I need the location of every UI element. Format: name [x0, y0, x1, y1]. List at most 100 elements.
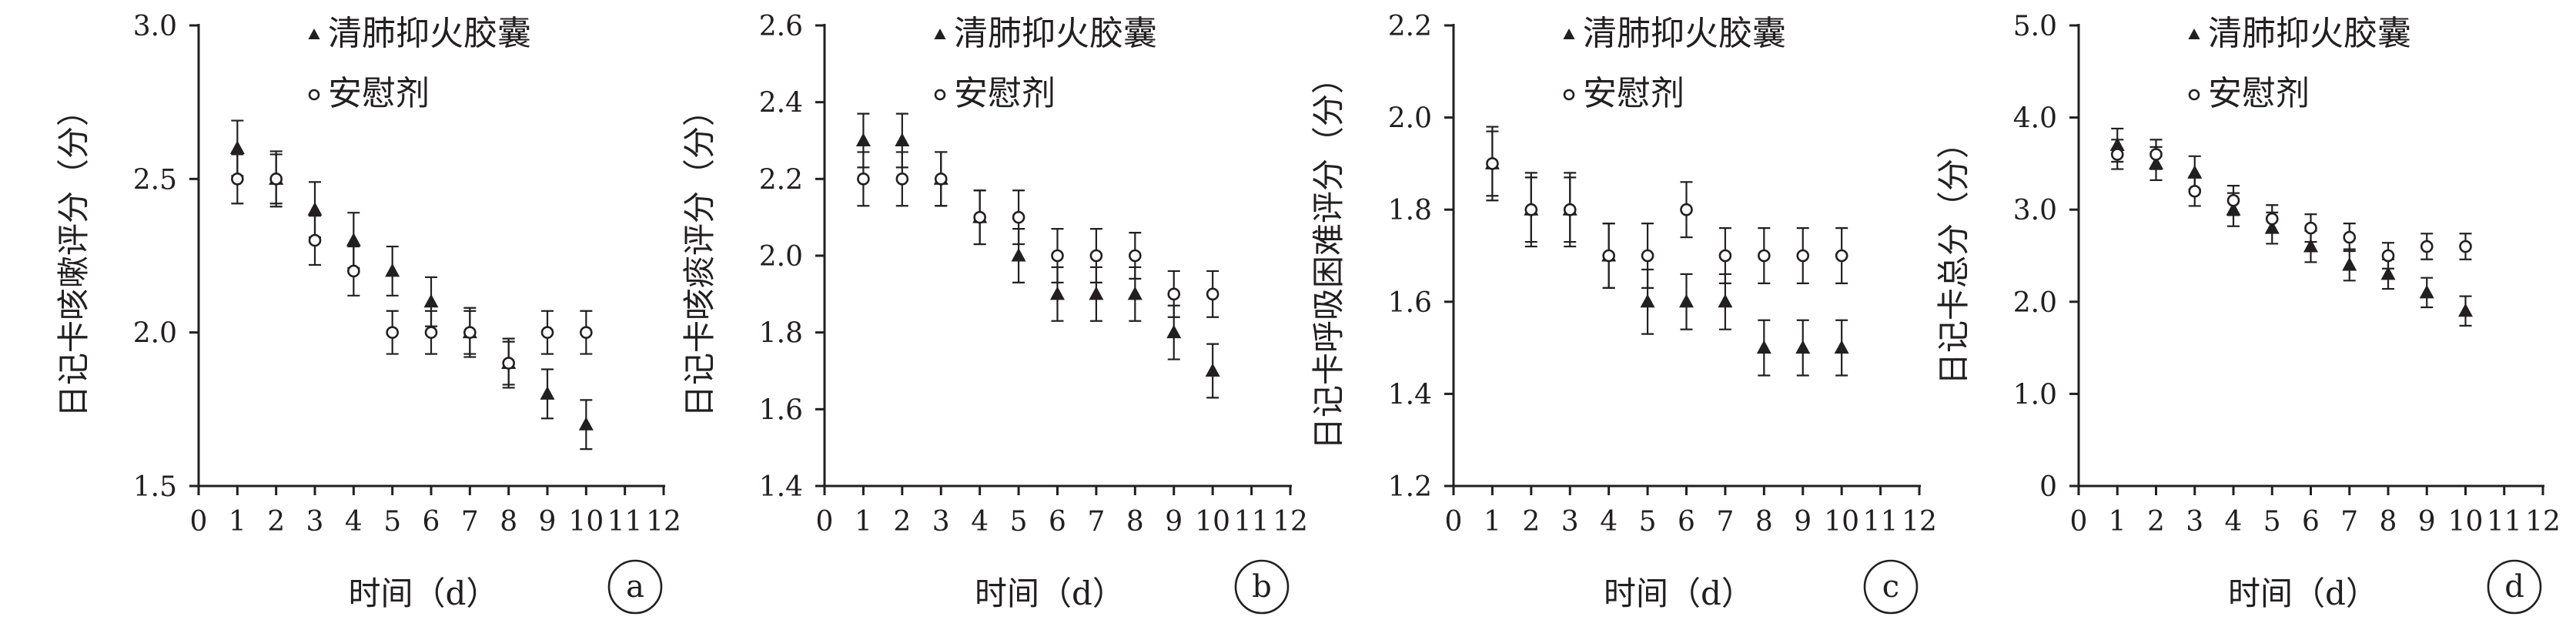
- data-point-treatment: [2380, 266, 2396, 280]
- x-tick-label: 12: [1902, 506, 1937, 538]
- x-tick-label: 4: [345, 506, 363, 538]
- legend-label: 清肺抑火胶囊: [954, 14, 1157, 53]
- y-tick-label: 2.2: [1388, 11, 1432, 42]
- legend-label: 安慰剂: [1583, 74, 1684, 113]
- x-tick-label: 8: [2380, 506, 2397, 538]
- legend-marker-circle: [2188, 89, 2200, 101]
- data-point-placebo: [1602, 249, 1615, 263]
- y-tick-label: 1.2: [1388, 471, 1432, 503]
- x-tick-label: 9: [2418, 506, 2436, 538]
- data-point-placebo: [1206, 287, 1219, 301]
- data-point-placebo: [1796, 249, 1810, 263]
- data-point-treatment: [229, 140, 245, 154]
- x-axis-title: 时间（d）: [975, 575, 1125, 612]
- x-axis-title: 时间（d）: [349, 575, 499, 612]
- y-axis-title: 日记卡咳嗽评分（分）: [55, 94, 92, 417]
- legend-label: 安慰剂: [328, 74, 430, 113]
- x-tick-label: 4: [1600, 506, 1618, 538]
- data-point-treatment: [1795, 340, 1811, 354]
- x-tick-label: 0: [1445, 506, 1463, 538]
- x-tick-label: 9: [1794, 506, 1812, 538]
- x-tick-label: 11: [1863, 506, 1899, 538]
- x-tick-label: 6: [1678, 506, 1695, 538]
- data-point-placebo: [231, 173, 244, 186]
- data-point-placebo: [1051, 249, 1064, 263]
- data-point-placebo: [1718, 249, 1732, 263]
- data-point-placebo: [2381, 249, 2395, 263]
- x-axis-title: 时间（d）: [1604, 575, 1754, 612]
- x-tick-label: 3: [932, 506, 950, 538]
- y-tick-label: 2.0: [133, 318, 177, 350]
- panel-label: b: [1252, 569, 1272, 605]
- x-tick-label: 8: [1755, 506, 1773, 538]
- x-tick-label: 1: [2109, 506, 2126, 538]
- data-point-treatment: [2109, 137, 2125, 151]
- x-tick-label: 7: [461, 506, 479, 538]
- x-tick-label: 7: [1716, 506, 1734, 538]
- data-point-placebo: [540, 326, 554, 339]
- panel-label: d: [2504, 569, 2524, 605]
- x-tick-label: 2: [2147, 506, 2165, 538]
- x-tick-label: 0: [2070, 506, 2088, 538]
- data-point-treatment: [1011, 248, 1026, 262]
- y-tick-label: 3.0: [2013, 195, 2057, 226]
- y-tick-label: 1.6: [759, 394, 803, 426]
- legend-label: 安慰剂: [2208, 74, 2310, 113]
- data-point-placebo: [269, 173, 283, 186]
- data-point-placebo: [1641, 249, 1654, 263]
- x-tick-label: 6: [423, 506, 440, 538]
- legend-marker-triangle: [2188, 28, 2200, 39]
- data-point-treatment: [2149, 156, 2163, 169]
- x-tick-label: 12: [646, 506, 681, 538]
- data-point-placebo: [1524, 203, 1538, 216]
- x-tick-label: 9: [539, 506, 557, 538]
- y-tick-label: 1.4: [1388, 379, 1432, 411]
- panel-label-circle: [1234, 559, 1290, 615]
- data-point-placebo: [1486, 157, 1499, 170]
- y-tick-label: 2.0: [2013, 287, 2057, 319]
- legend-marker-triangle: [1563, 28, 1575, 39]
- x-tick-label: 4: [971, 506, 989, 538]
- data-point-treatment: [1679, 293, 1694, 308]
- y-tick-label: 4.0: [2013, 103, 2057, 135]
- x-axis-title: 时间（d）: [2228, 575, 2378, 612]
- x-tick-label: 10: [568, 506, 604, 538]
- x-tick-label: 6: [2302, 506, 2320, 538]
- data-point-placebo: [895, 173, 909, 186]
- x-tick-label: 7: [2340, 506, 2358, 538]
- y-tick-label: 5.0: [2013, 11, 2057, 42]
- y-tick-label: 1.8: [759, 318, 803, 350]
- data-point-placebo: [1012, 210, 1025, 224]
- y-tick-label: 0: [2039, 471, 2057, 503]
- data-point-treatment: [540, 386, 555, 400]
- x-tick-label: 10: [1195, 506, 1230, 538]
- data-point-placebo: [1167, 287, 1181, 301]
- data-point-treatment: [1640, 293, 1655, 308]
- data-point-placebo: [2188, 184, 2202, 198]
- x-tick-label: 2: [1522, 506, 1540, 538]
- panel-label: a: [626, 569, 644, 605]
- data-point-treatment: [2187, 165, 2203, 179]
- legend-marker-circle: [1563, 89, 1575, 101]
- legend-label: 清肺抑火胶囊: [328, 14, 531, 53]
- x-tick-label: 2: [267, 506, 285, 538]
- legend-label: 清肺抑火胶囊: [1583, 14, 1786, 53]
- data-point-placebo: [502, 357, 515, 370]
- x-tick-label: 3: [2186, 506, 2203, 538]
- data-point-treatment: [855, 132, 871, 146]
- x-tick-label: 8: [1126, 506, 1144, 538]
- data-point-placebo: [857, 173, 870, 186]
- x-tick-label: 5: [1639, 506, 1657, 538]
- legend-marker-triangle: [308, 28, 320, 39]
- x-tick-label: 5: [2263, 506, 2281, 538]
- data-point-placebo: [1680, 203, 1693, 216]
- data-point-treatment: [2226, 202, 2241, 216]
- data-point-placebo: [1758, 249, 1771, 263]
- x-tick-label: 10: [2448, 506, 2484, 538]
- x-tick-label: 4: [2225, 506, 2243, 538]
- data-point-placebo: [386, 326, 399, 339]
- panel-label-circle: [2487, 559, 2542, 615]
- y-tick-label: 1.4: [759, 471, 803, 503]
- data-point-placebo: [347, 264, 360, 278]
